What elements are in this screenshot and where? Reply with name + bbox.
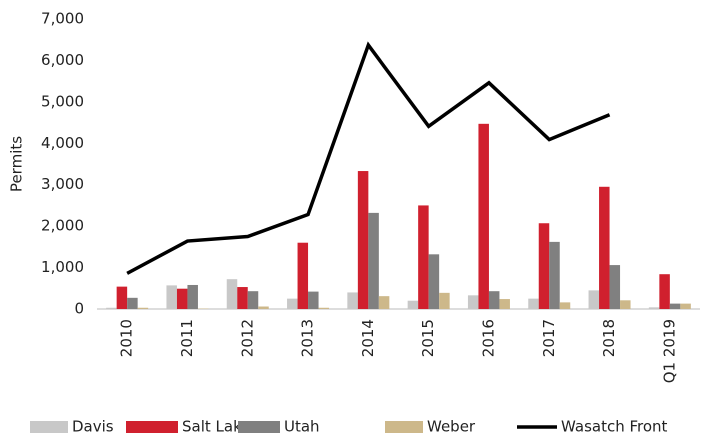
- bar: [176, 288, 188, 309]
- bar: [538, 223, 550, 309]
- bar: [378, 296, 390, 309]
- x-tick-label: 2011: [178, 319, 196, 357]
- bar: [549, 241, 560, 309]
- bar: [620, 300, 631, 309]
- legend-label: Weber: [427, 418, 476, 436]
- x-tick-label: 2014: [359, 319, 377, 357]
- bar: [318, 307, 330, 309]
- x-tick-label: 2013: [299, 319, 317, 357]
- legend-swatch: [385, 421, 423, 433]
- bar: [116, 286, 128, 309]
- bar: [297, 242, 309, 309]
- y-tick-label: 7,000: [41, 10, 84, 28]
- bar: [488, 291, 500, 309]
- bar: [669, 303, 681, 309]
- legend-swatch: [238, 421, 280, 433]
- bar: [659, 274, 670, 309]
- bar: [166, 285, 177, 309]
- bar: [599, 186, 610, 309]
- bar: [237, 287, 248, 309]
- legend-swatch: [126, 421, 178, 433]
- x-tick-label: 2010: [118, 319, 136, 357]
- bar: [528, 298, 539, 309]
- x-tick-label: 2018: [600, 319, 618, 357]
- x-tick-label: 2017: [540, 319, 558, 357]
- legend-label: Salt Lake: [182, 418, 250, 436]
- y-tick-label: 0: [74, 300, 84, 318]
- x-tick-label: Q1 2019: [660, 319, 678, 383]
- bar: [137, 307, 149, 309]
- y-tick-label: 5,000: [41, 92, 84, 110]
- bar: [368, 212, 379, 309]
- y-tick-label: 6,000: [41, 51, 84, 69]
- bar: [308, 291, 319, 309]
- x-tick-label: 2012: [238, 319, 256, 357]
- y-tick-label: 3,000: [41, 175, 84, 193]
- bar: [428, 254, 440, 309]
- bar: [559, 302, 571, 309]
- legend-label: Wasatch Front: [561, 418, 668, 436]
- y-tick-label: 2,000: [41, 217, 84, 235]
- bar: [287, 298, 298, 309]
- bar: [680, 303, 691, 309]
- bar: [357, 171, 369, 309]
- bar: [258, 306, 269, 309]
- bar: [499, 299, 510, 309]
- bar: [347, 292, 358, 309]
- bar: [187, 284, 198, 309]
- x-tick-label: 2016: [479, 319, 497, 357]
- y-axis-title: Permits: [8, 136, 26, 192]
- bar: [226, 279, 238, 309]
- x-tick-label: 2015: [419, 319, 437, 357]
- bar: [439, 292, 450, 309]
- bar: [588, 290, 600, 309]
- legend-label: Davis: [72, 418, 114, 436]
- bar: [407, 300, 419, 309]
- bar: [609, 265, 621, 309]
- legend-swatch: [30, 421, 68, 433]
- y-tick-label: 1,000: [41, 258, 84, 276]
- bar: [418, 205, 429, 309]
- legend-label: Utah: [284, 418, 320, 436]
- bar: [648, 307, 660, 309]
- bar: [127, 297, 138, 309]
- bar: [106, 307, 117, 309]
- bar: [467, 295, 479, 309]
- y-tick-label: 4,000: [41, 134, 84, 152]
- line: [126, 41, 611, 275]
- bar: [247, 291, 259, 309]
- bar: [478, 123, 489, 309]
